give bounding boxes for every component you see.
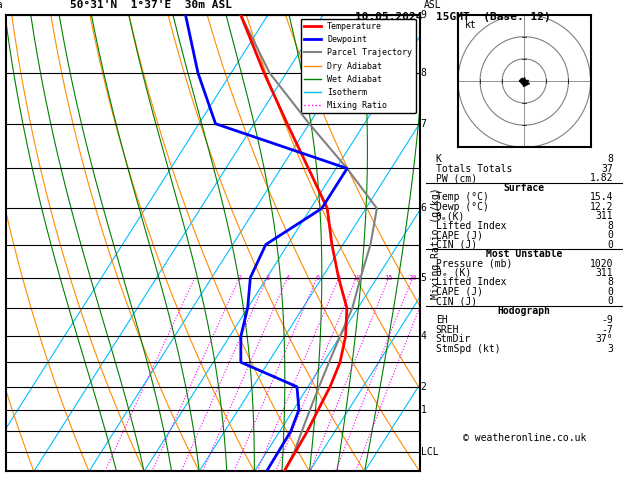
Text: 0: 0 bbox=[607, 287, 613, 297]
Text: Temp (°C): Temp (°C) bbox=[436, 192, 489, 202]
Text: 6: 6 bbox=[315, 275, 320, 280]
Text: EH: EH bbox=[436, 315, 447, 325]
Text: 1.82: 1.82 bbox=[589, 174, 613, 183]
Text: Hodograph: Hodograph bbox=[498, 306, 551, 316]
Text: © weatheronline.co.uk: © weatheronline.co.uk bbox=[462, 433, 586, 443]
Text: 6: 6 bbox=[421, 204, 426, 213]
Text: Lifted Index: Lifted Index bbox=[436, 278, 506, 288]
Text: PW (cm): PW (cm) bbox=[436, 174, 477, 183]
Text: 4: 4 bbox=[421, 331, 426, 341]
Text: 8: 8 bbox=[607, 278, 613, 288]
Text: 8: 8 bbox=[607, 155, 613, 164]
Text: -9: -9 bbox=[601, 315, 613, 325]
Text: 2: 2 bbox=[421, 382, 426, 392]
Text: 1: 1 bbox=[421, 405, 426, 415]
Text: 0: 0 bbox=[607, 240, 613, 250]
Text: θₑ (K): θₑ (K) bbox=[436, 268, 471, 278]
Text: 311: 311 bbox=[595, 211, 613, 221]
Text: 15.4: 15.4 bbox=[589, 192, 613, 202]
Text: 311: 311 bbox=[595, 268, 613, 278]
Text: -7: -7 bbox=[601, 325, 613, 335]
Text: Lifted Index: Lifted Index bbox=[436, 221, 506, 231]
Text: 3: 3 bbox=[607, 344, 613, 354]
Text: CAPE (J): CAPE (J) bbox=[436, 287, 482, 297]
Text: 10: 10 bbox=[352, 275, 360, 280]
Text: kt: kt bbox=[465, 20, 476, 30]
Text: 2: 2 bbox=[238, 275, 242, 280]
Text: 1020: 1020 bbox=[589, 259, 613, 269]
Text: CIN (J): CIN (J) bbox=[436, 296, 477, 306]
Text: 20: 20 bbox=[408, 275, 417, 280]
Text: StmSpd (kt): StmSpd (kt) bbox=[436, 344, 500, 354]
Text: 8: 8 bbox=[607, 221, 613, 231]
Text: km
ASL: km ASL bbox=[424, 0, 442, 10]
Text: K: K bbox=[436, 155, 442, 164]
Text: 12.2: 12.2 bbox=[589, 202, 613, 212]
Text: Totals Totals: Totals Totals bbox=[436, 164, 512, 174]
Text: 0: 0 bbox=[607, 230, 613, 240]
Text: Dewp (°C): Dewp (°C) bbox=[436, 202, 489, 212]
Text: 37°: 37° bbox=[595, 334, 613, 344]
Text: CIN (J): CIN (J) bbox=[436, 240, 477, 250]
Text: LCL: LCL bbox=[421, 447, 438, 457]
Text: 10.05.2024  15GMT  (Base: 12): 10.05.2024 15GMT (Base: 12) bbox=[355, 12, 551, 22]
Text: 5: 5 bbox=[421, 273, 426, 282]
Text: Surface: Surface bbox=[504, 183, 545, 193]
Text: 9: 9 bbox=[421, 10, 426, 19]
Text: 8: 8 bbox=[337, 275, 341, 280]
Text: StmDir: StmDir bbox=[436, 334, 471, 344]
Text: 37: 37 bbox=[601, 164, 613, 174]
Text: 50°31'N  1°37'E  30m ASL: 50°31'N 1°37'E 30m ASL bbox=[70, 0, 232, 10]
Text: hPa: hPa bbox=[0, 0, 3, 10]
Text: Mixing Ratio (g/kg): Mixing Ratio (g/kg) bbox=[431, 187, 442, 299]
Text: Most Unstable: Most Unstable bbox=[486, 249, 562, 259]
Text: SREH: SREH bbox=[436, 325, 459, 335]
Text: Pressure (mb): Pressure (mb) bbox=[436, 259, 512, 269]
Text: 7: 7 bbox=[421, 119, 426, 129]
Text: 0: 0 bbox=[607, 296, 613, 306]
Text: CAPE (J): CAPE (J) bbox=[436, 230, 482, 240]
Text: 4: 4 bbox=[286, 275, 289, 280]
Text: 8: 8 bbox=[421, 68, 426, 78]
Legend: Temperature, Dewpoint, Parcel Trajectory, Dry Adiabat, Wet Adiabat, Isotherm, Mi: Temperature, Dewpoint, Parcel Trajectory… bbox=[301, 19, 416, 113]
Text: 15: 15 bbox=[384, 275, 393, 280]
Text: 3: 3 bbox=[265, 275, 269, 280]
Text: θₑ(K): θₑ(K) bbox=[436, 211, 465, 221]
